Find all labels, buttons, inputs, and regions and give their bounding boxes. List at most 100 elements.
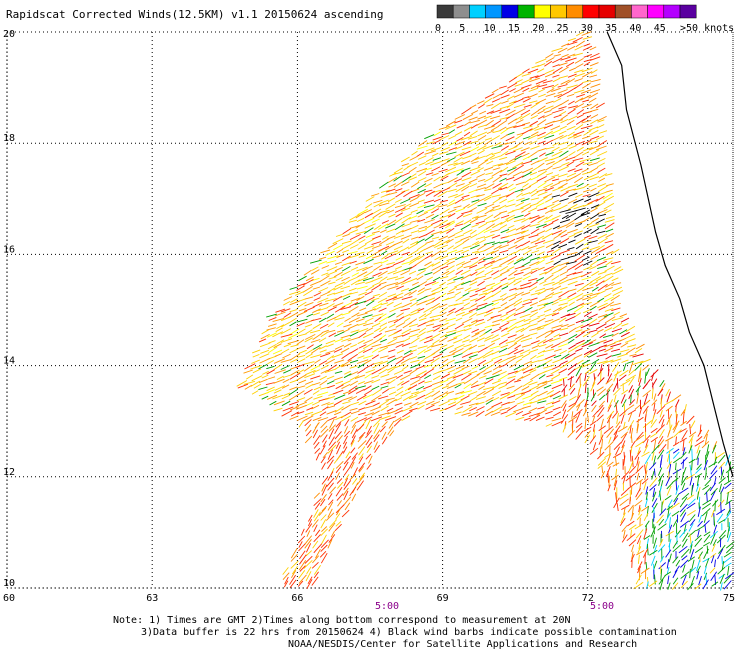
wind-barb: [506, 266, 515, 271]
wind-barb: [523, 360, 533, 366]
wind-barb: [371, 394, 382, 402]
wind-barb: [485, 172, 494, 176]
wind-barb: [649, 432, 658, 438]
wind-barb: [468, 358, 478, 364]
wind-barb: [611, 286, 623, 292]
wind-barb: [319, 323, 329, 329]
wind-barb: [516, 376, 524, 381]
wind-barb: [675, 480, 678, 491]
wind-barb: [417, 400, 427, 406]
wind-barb: [704, 472, 707, 480]
wind-barb: [513, 349, 524, 355]
wind-barb: [432, 269, 441, 275]
wind-barb: [505, 214, 515, 221]
wind-barb: [313, 292, 322, 297]
wind-barb: [334, 363, 344, 370]
wind-barb: [430, 357, 440, 364]
wind-barb: [558, 332, 569, 337]
wind-barb: [559, 376, 568, 381]
wind-barb: [544, 319, 554, 323]
wind-barb: [666, 450, 671, 462]
wind-barb: [680, 580, 688, 589]
wind-barb: [576, 287, 584, 293]
wind-barb: [560, 233, 568, 238]
wind-barb: [356, 295, 365, 302]
wind-barb: [507, 95, 515, 100]
wind-barb: [536, 354, 545, 359]
wind-barb: [318, 317, 327, 323]
wind-barb: [350, 461, 355, 469]
wind-barb: [642, 389, 651, 398]
wind-barb: [598, 394, 606, 401]
wind-barb: [545, 329, 553, 334]
wind-barb: [636, 424, 640, 434]
wind-barb: [326, 260, 337, 264]
wind-barb: [530, 373, 540, 381]
wind-barb: [560, 56, 571, 61]
wind-barb: [680, 476, 688, 486]
wind-barb: [371, 378, 381, 384]
wind-barb: [440, 373, 451, 380]
wind-barb: [531, 250, 540, 254]
wind-barb: [588, 313, 598, 319]
wind-barb: [463, 383, 472, 390]
wind-barb: [638, 378, 642, 387]
wind-barb: [354, 374, 366, 380]
wind-barb: [607, 461, 614, 467]
wind-barb: [343, 477, 349, 487]
wind-barb: [296, 410, 305, 415]
wind-barb: [359, 472, 366, 480]
wind-barb: [529, 369, 537, 374]
wind-barb: [646, 538, 649, 549]
wind-barb: [703, 548, 709, 559]
wind-barb: [485, 396, 494, 402]
wind-barb: [349, 359, 359, 364]
wind-barb: [505, 357, 517, 365]
wind-barb: [304, 337, 313, 343]
wind-barb: [327, 493, 333, 500]
wind-barb: [539, 280, 547, 285]
wind-barb: [305, 429, 312, 437]
wind-barb: [679, 503, 688, 513]
wind-barb: [425, 404, 435, 410]
wind-barb: [326, 477, 335, 487]
wind-barb: [574, 207, 586, 212]
wind-barb: [723, 480, 732, 486]
wind-barb: [551, 285, 562, 292]
wind-barb: [717, 454, 726, 464]
wind-barb: [304, 555, 313, 564]
wind-barb: [364, 212, 374, 219]
wind-barb: [385, 397, 396, 401]
wind-barb: [468, 321, 478, 327]
wind-barb: [482, 287, 494, 293]
wind-barb: [552, 142, 560, 147]
wind-barb: [326, 329, 336, 333]
wind-barb: [515, 287, 523, 291]
wind-barb: [559, 261, 570, 266]
wind-barb: [379, 364, 389, 371]
wind-barb: [616, 412, 619, 424]
wind-barb: [387, 285, 399, 290]
wind-barb: [418, 229, 427, 233]
wind-barb: [320, 364, 329, 370]
wind-barb: [592, 429, 596, 439]
wind-barb: [498, 384, 507, 390]
wind-barb: [461, 197, 471, 202]
wind-barb: [568, 416, 578, 423]
wind-barb: [602, 334, 614, 339]
wind-barb: [396, 312, 404, 318]
wind-barb: [580, 212, 591, 217]
wind-barb: [559, 360, 568, 366]
wind-barb: [685, 473, 695, 480]
wind-barb: [535, 416, 545, 422]
wind-barb: [672, 451, 680, 459]
wind-barb: [553, 333, 561, 338]
wind-barb: [492, 167, 501, 171]
wind-barb: [372, 313, 384, 318]
wind-barb: [454, 193, 464, 199]
wind-barb: [701, 507, 711, 517]
wind-barb: [581, 139, 592, 146]
wind-barb: [573, 187, 584, 191]
wind-barb: [634, 348, 643, 354]
wind-barb: [410, 301, 418, 308]
